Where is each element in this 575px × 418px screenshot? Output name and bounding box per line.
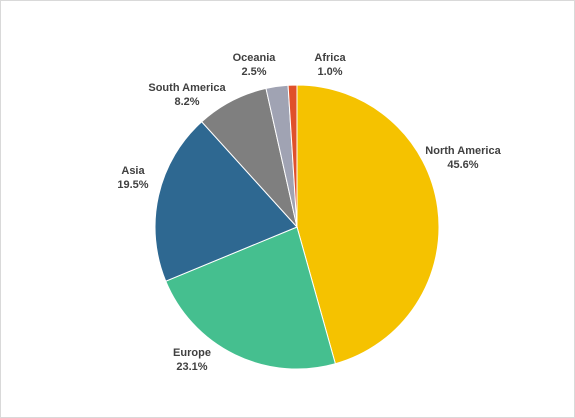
pie-slice — [287, 84, 298, 228]
pie-slice — [154, 121, 298, 282]
slice-label-value: 8.2% — [174, 96, 199, 108]
pie-slice — [296, 84, 440, 365]
slice-label-value: 23.1% — [176, 361, 207, 373]
slice-label-name: Asia — [121, 165, 145, 177]
slice-label-name: Africa — [314, 52, 346, 64]
slice-label-name: North America — [425, 145, 501, 157]
slice-label-value: 2.5% — [241, 66, 266, 78]
slice-label-name: Europe — [173, 347, 211, 359]
slice-label-value: 19.5% — [117, 179, 148, 191]
slice-label-name: Oceania — [233, 52, 277, 64]
slice-label-value: 1.0% — [317, 66, 342, 78]
pie-slice — [165, 226, 336, 370]
slice-label-name: South America — [148, 82, 226, 94]
slice-label-value: 45.6% — [447, 159, 478, 171]
